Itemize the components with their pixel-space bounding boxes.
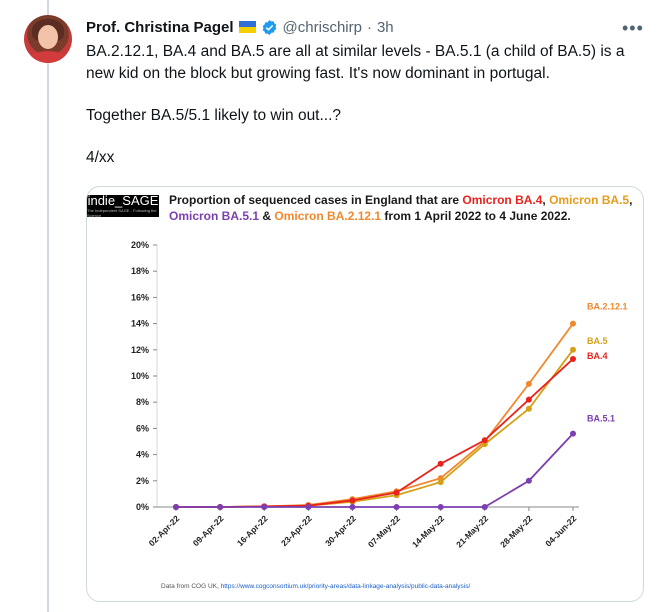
x-tick-label: 07-May-22 (366, 513, 402, 549)
chart-title-part: , (542, 193, 550, 207)
data-point (481, 437, 488, 444)
chart-title-part: , (629, 193, 633, 207)
data-point (437, 479, 444, 486)
y-tick-label: 20% (131, 240, 149, 250)
chart-title-part: Omicron BA.5.1 (169, 209, 260, 223)
data-point (393, 504, 400, 510)
media-card[interactable]: indie_SAGE The Independent SAGE - Follow… (86, 186, 644, 602)
series-line-BA.4 (176, 358, 574, 508)
data-point (437, 504, 444, 510)
y-tick-label: 6% (136, 423, 149, 433)
chart-title-part: & (259, 209, 275, 223)
more-options-icon[interactable]: ••• (622, 18, 644, 38)
data-point (393, 489, 400, 496)
series-label: BA.5.1 (587, 414, 615, 424)
data-point (570, 320, 576, 327)
x-tick-label: 14-May-22 (410, 513, 446, 549)
y-tick-label: 10% (131, 371, 149, 381)
y-tick-label: 12% (131, 345, 149, 355)
source-prefix: Data from COG UK, (161, 583, 221, 590)
y-tick-label: 14% (131, 319, 149, 329)
series-label: BA.4 (587, 351, 608, 361)
data-point (349, 497, 356, 504)
author-handle[interactable]: @chrischirp (282, 18, 362, 36)
y-tick-label: 8% (136, 397, 149, 407)
data-source-note: Data from COG UK, https://www.cogconsort… (161, 583, 470, 590)
x-tick-label: 30-Apr-22 (323, 513, 358, 548)
x-tick-label: 16-Apr-22 (235, 513, 270, 548)
data-point (217, 504, 224, 510)
x-tick-label: 23-Apr-22 (279, 513, 314, 548)
y-tick-label: 18% (131, 266, 149, 276)
x-tick-label: 28-May-22 (498, 513, 534, 549)
series-line-BA.2.12.1 (176, 323, 574, 508)
chart-title-part: Proportion of sequenced cases in England… (169, 193, 463, 207)
chart-title-part: Omicron BA.5 (549, 193, 630, 207)
chart-title-part: Omicron BA.4 (462, 193, 543, 207)
tweet-text: BA.2.12.1, BA.4 and BA.5 are all at simi… (86, 41, 656, 189)
y-tick-label: 16% (131, 292, 149, 302)
data-point (570, 355, 576, 362)
avatar-face (38, 25, 58, 49)
separator-dot: · (366, 18, 372, 36)
series-line-BA.5 (176, 349, 574, 508)
x-tick-label: 21-May-22 (454, 513, 490, 549)
data-point (481, 504, 488, 510)
data-point (525, 477, 532, 484)
data-point (570, 430, 576, 437)
y-tick-label: 2% (136, 476, 149, 486)
series-label: BA.2.12.1 (587, 302, 628, 312)
data-point (261, 504, 268, 510)
series-line-BA.5.1 (176, 433, 574, 508)
data-point (305, 504, 312, 510)
data-point (525, 396, 532, 403)
x-tick-label: 09-Apr-22 (191, 513, 226, 548)
tweet-header: Prof. Christina Pagel @chrischirp · 3h (86, 17, 394, 37)
x-tick-label: 04-Jun-22 (543, 513, 578, 548)
tweet-timestamp[interactable]: 3h (376, 18, 394, 36)
verified-badge-icon (262, 19, 276, 35)
tweet-text-paragraph-1: BA.2.12.1, BA.4 and BA.5 are all at simi… (86, 43, 625, 82)
tweet-text-paragraph-2: Together BA.5/5.1 likely to win out...? (86, 107, 342, 124)
chart-title-part: from 1 April 2022 to 4 June 2022. (381, 209, 571, 223)
logo-text: indie_SAGE (87, 193, 159, 208)
data-point (349, 504, 356, 510)
data-point (525, 405, 532, 412)
x-tick-label: 02-Apr-22 (147, 513, 182, 548)
series-label: BA.5 (587, 336, 608, 346)
data-point (525, 380, 532, 387)
chart-title: Proportion of sequenced cases in England… (169, 192, 639, 224)
y-tick-label: 0% (136, 502, 149, 512)
logo-subtext: The Independent SAGE - Following the Sci… (87, 208, 157, 218)
avatar-shirt (28, 51, 68, 63)
data-point (437, 460, 444, 467)
y-tick-label: 4% (136, 450, 149, 460)
indie-sage-logo: indie_SAGE The Independent SAGE - Follow… (87, 193, 159, 218)
tweet-text-paragraph-3: 4/xx (86, 149, 115, 166)
chart-title-part: Omicron BA.2.12.1 (274, 209, 382, 223)
source-link[interactable]: https://www.cogconsortium.uk/priority-ar… (220, 583, 471, 590)
line-chart: 0% 2% 4% 6% 8% 10% 12% 14% 16% 18% 20% 02-Apr-22 09-… (131, 240, 628, 549)
thread-line (47, 0, 49, 612)
data-point (570, 346, 576, 353)
author-name[interactable]: Prof. Christina Pagel (86, 18, 234, 36)
ukraine-flag-icon (238, 21, 256, 33)
data-point (173, 504, 179, 510)
avatar[interactable] (24, 15, 72, 63)
